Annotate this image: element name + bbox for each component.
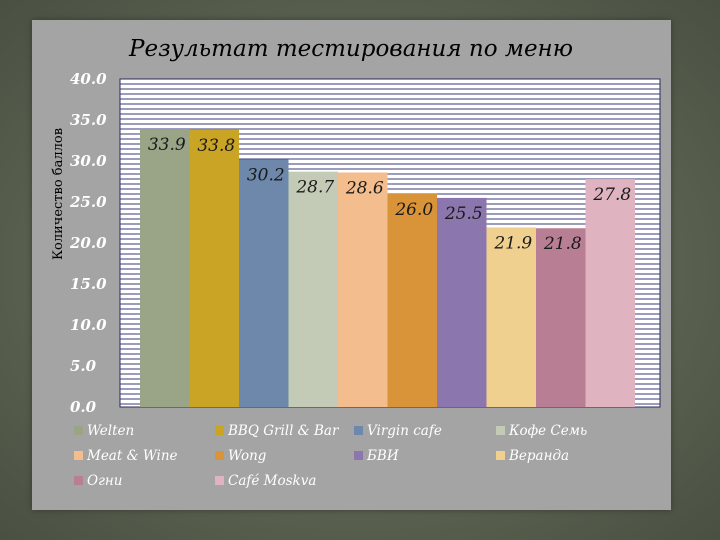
data-label: 21.9 bbox=[493, 233, 532, 253]
y-axis-label: Количество баллов bbox=[51, 128, 66, 260]
data-label: 27.8 bbox=[592, 185, 631, 205]
y-tick-label: 0.0 bbox=[70, 398, 97, 416]
legend-entry: Wong bbox=[228, 448, 267, 464]
data-label: 30.2 bbox=[247, 165, 285, 185]
legend-entry: Веранда bbox=[508, 448, 569, 464]
bar bbox=[536, 228, 586, 407]
legend-entry: Virgin cafe bbox=[367, 423, 442, 439]
bar bbox=[338, 172, 388, 407]
legend: Welten BBQ Grill & Bar Virgin cafe Кофе Сем… bbox=[74, 423, 587, 489]
legend-swatch bbox=[215, 476, 224, 485]
bar bbox=[437, 197, 487, 407]
y-tick-label: 20.0 bbox=[69, 234, 107, 252]
legend-swatch bbox=[215, 426, 224, 435]
data-labels: 33.9 33.8 30.2 28.7 28.6 26.0 25.5 21.9 21.8 27.8 bbox=[148, 135, 632, 254]
legend-swatch bbox=[496, 426, 505, 435]
legend-swatch bbox=[74, 426, 83, 435]
bar bbox=[140, 129, 190, 407]
y-tick-label: 5.0 bbox=[70, 357, 97, 375]
data-label: 33.8 bbox=[197, 136, 235, 156]
bar bbox=[288, 171, 338, 407]
legend-entry: Кофе Семь bbox=[508, 423, 587, 439]
legend-swatch bbox=[74, 476, 83, 485]
data-label: 28.6 bbox=[345, 178, 384, 198]
y-tick-label: 40.0 bbox=[70, 70, 107, 88]
legend-swatch bbox=[496, 451, 505, 460]
legend-entry: Огни bbox=[87, 473, 122, 489]
y-tick-label: 10.0 bbox=[70, 316, 107, 334]
y-tick-label: 25.0 bbox=[69, 193, 107, 211]
legend-entry: БВИ bbox=[366, 448, 399, 464]
y-ticks: 0.0 5.0 10.0 15.0 20.0 25.0 30.0 35.0 40.0 bbox=[69, 70, 107, 416]
data-label: 25.5 bbox=[444, 204, 483, 224]
data-label: 28.7 bbox=[295, 178, 334, 198]
bar bbox=[239, 159, 289, 407]
legend-entry: Meat & Wine bbox=[86, 448, 178, 464]
bar bbox=[189, 129, 239, 407]
bar bbox=[486, 227, 536, 407]
data-label: 26.0 bbox=[394, 200, 433, 220]
bar bbox=[585, 179, 635, 407]
bar bbox=[387, 193, 437, 407]
y-tick-label: 15.0 bbox=[70, 275, 107, 293]
legend-swatch bbox=[215, 451, 224, 460]
legend-swatch bbox=[74, 451, 83, 460]
legend-swatch bbox=[354, 426, 363, 435]
legend-entry: Café Moskva bbox=[228, 473, 316, 489]
data-label: 33.9 bbox=[148, 135, 186, 155]
data-label: 21.8 bbox=[543, 234, 582, 254]
bars bbox=[140, 129, 635, 407]
y-tick-label: 35.0 bbox=[70, 111, 107, 129]
chart-title: Результат тестирования по меню bbox=[128, 36, 573, 62]
chart-panel: Результат тестирования по меню Количеств… bbox=[32, 20, 671, 510]
legend-entry: BBQ Grill & Bar bbox=[227, 423, 340, 439]
bar-chart: Результат тестирования по меню Количеств… bbox=[51, 36, 661, 489]
legend-swatch bbox=[354, 451, 363, 460]
y-tick-label: 30.0 bbox=[70, 152, 107, 170]
legend-entry: Welten bbox=[87, 423, 134, 439]
